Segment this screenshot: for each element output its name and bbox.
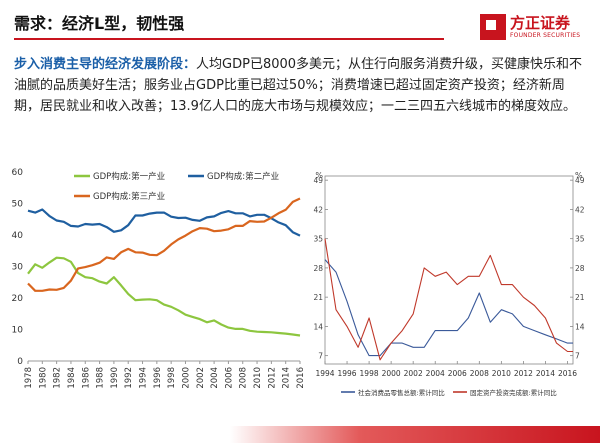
right-x-tick-label: 2006 [448, 369, 467, 378]
left-legend-label: GDP构成:第三产业 [93, 191, 165, 202]
left-x-tick-label: 2006 [224, 367, 234, 389]
slide-header: 需求：经济L型，韧性强 方正证券 FOUNDER SECURITIES [0, 0, 600, 52]
right-x-tick-label: 1996 [337, 369, 356, 378]
right-legend-label: 社会消费品零售总额:累计同比 [358, 388, 445, 397]
right-y-tick-label: 35 [575, 235, 585, 244]
right-x-tick-label: 2002 [404, 369, 423, 378]
left-legend-label: GDP构成:第一产业 [93, 171, 165, 182]
left-y-tick-label: 40 [12, 231, 24, 241]
left-x-tick-label: 2016 [296, 367, 304, 389]
left-y-tick-label: 60 [12, 168, 24, 178]
left-x-tick-label: 1996 [153, 367, 163, 389]
slide-title: 需求：经济L型，韧性强 [14, 14, 185, 33]
left-x-tick-label: 1990 [110, 367, 120, 389]
right-x-tick-label: 2000 [382, 369, 401, 378]
right-series-line [324, 259, 573, 357]
body-text: 人均GDP已8000多美元；从住行向服务消费升级，买健康快乐和不油腻的品质美好生… [14, 57, 583, 114]
left-series-line [27, 208, 301, 237]
left-x-tick-label: 2004 [210, 367, 220, 389]
right-y-tick-label: 42 [575, 205, 585, 214]
right-x-tick-label: 1998 [360, 369, 379, 378]
left-y-tick-label: 50 [12, 200, 24, 210]
right-y-tick-label: 35 [313, 235, 323, 244]
left-y-tick-label: 0 [17, 357, 23, 367]
right-y-tick-label: 49 [313, 176, 323, 185]
left-x-tick-label: 1980 [38, 367, 48, 389]
right-y-tick-label: 28 [575, 264, 585, 273]
left-x-tick-label: 1982 [53, 367, 63, 389]
logo-text-en: FOUNDER SECURITIES [510, 32, 581, 39]
right-y-tick-label: 7 [575, 352, 580, 361]
left-x-tick-label: 1992 [124, 367, 134, 389]
left-x-tick-label: 2002 [196, 367, 206, 389]
right-y-tick-label: 42 [313, 205, 323, 214]
footer-band [230, 426, 600, 443]
left-chart-axes: 0 10 20 30 40 50 60 1978 1980 1982 1984 1986 1988 199… [12, 168, 304, 389]
left-y-tick-label: 20 [12, 294, 24, 304]
left-y-tick-label: 10 [12, 326, 24, 336]
right-y-tick-label: 14 [575, 322, 585, 331]
right-x-tick-label: 1994 [315, 369, 334, 378]
right-chart-lines [324, 238, 573, 361]
left-x-tick-label: 2010 [253, 367, 263, 389]
right-y-tick-label: 7 [318, 352, 323, 361]
left-x-tick-label: 1994 [139, 367, 149, 389]
logo-text-cn: 方正证券 [510, 14, 571, 32]
left-x-tick-label: 1978 [24, 367, 34, 389]
left-legend-label: GDP构成:第二产业 [207, 171, 279, 182]
company-logo: 方正证券 FOUNDER SECURITIES [480, 12, 590, 42]
left-x-tick-label: 1988 [96, 367, 106, 389]
right-x-tick-label: 2004 [426, 369, 445, 378]
left-x-tick-label: 1998 [167, 367, 177, 389]
logo-mark-icon [480, 14, 506, 40]
left-x-tick-label: 1986 [81, 367, 91, 389]
right-left-unit: % [315, 171, 323, 180]
title-underline [14, 38, 444, 40]
body-highlight: 步入消费主导的经济发展阶段： [14, 57, 197, 72]
right-y-tick-label: 49 [575, 176, 585, 185]
right-x-tick-label: 2014 [536, 369, 555, 378]
left-x-tick-label: 1984 [67, 367, 77, 389]
right-y-tick-label: 21 [313, 293, 323, 302]
right-chart-legend: 社会消费品零售总额:累计同比 固定资产投资完成额:累计同比 [341, 388, 557, 397]
right-plot-frame [324, 175, 574, 365]
right-x-tick-label: 2016 [558, 369, 577, 378]
right-legend-label: 固定资产投资完成额:累计同比 [470, 388, 557, 397]
left-x-tick-label: 2014 [282, 367, 292, 389]
left-x-tick-label: 2000 [181, 367, 191, 389]
right-y-tick-label: 21 [575, 293, 585, 302]
right-x-tick-label: 2010 [492, 369, 511, 378]
retail-fai-growth-chart: % % 7 7 14 14 21 21 28 28 35 35 42 42 49 49 1994 1996 1998… [313, 171, 584, 397]
left-x-tick-label: 2008 [239, 367, 249, 389]
body-paragraph: 步入消费主导的经济发展阶段：人均GDP已8000多美元；从住行向服务消费升级，买… [14, 54, 584, 117]
left-y-tick-label: 30 [12, 263, 24, 273]
left-series-line [27, 256, 301, 337]
left-series-line [27, 197, 301, 292]
right-y-tick-label: 14 [313, 322, 323, 331]
right-chart-axes: % % 7 7 14 14 21 21 28 28 35 35 42 42 49 49 1994 1996 1998… [313, 171, 584, 378]
left-chart-lines [27, 197, 301, 337]
right-x-tick-label: 2008 [470, 369, 489, 378]
right-x-tick-label: 2012 [514, 369, 533, 378]
right-y-tick-label: 28 [313, 264, 323, 273]
right-right-unit: % [575, 171, 583, 180]
gdp-composition-chart: 0 10 20 30 40 50 60 1978 1980 1982 1984 1986 1988 199… [12, 168, 304, 389]
left-x-tick-label: 2012 [267, 367, 277, 389]
left-chart-legend: GDP构成:第一产业 GDP构成:第二产业 GDP构成:第三产业 [74, 171, 279, 202]
right-series-line [324, 238, 573, 361]
